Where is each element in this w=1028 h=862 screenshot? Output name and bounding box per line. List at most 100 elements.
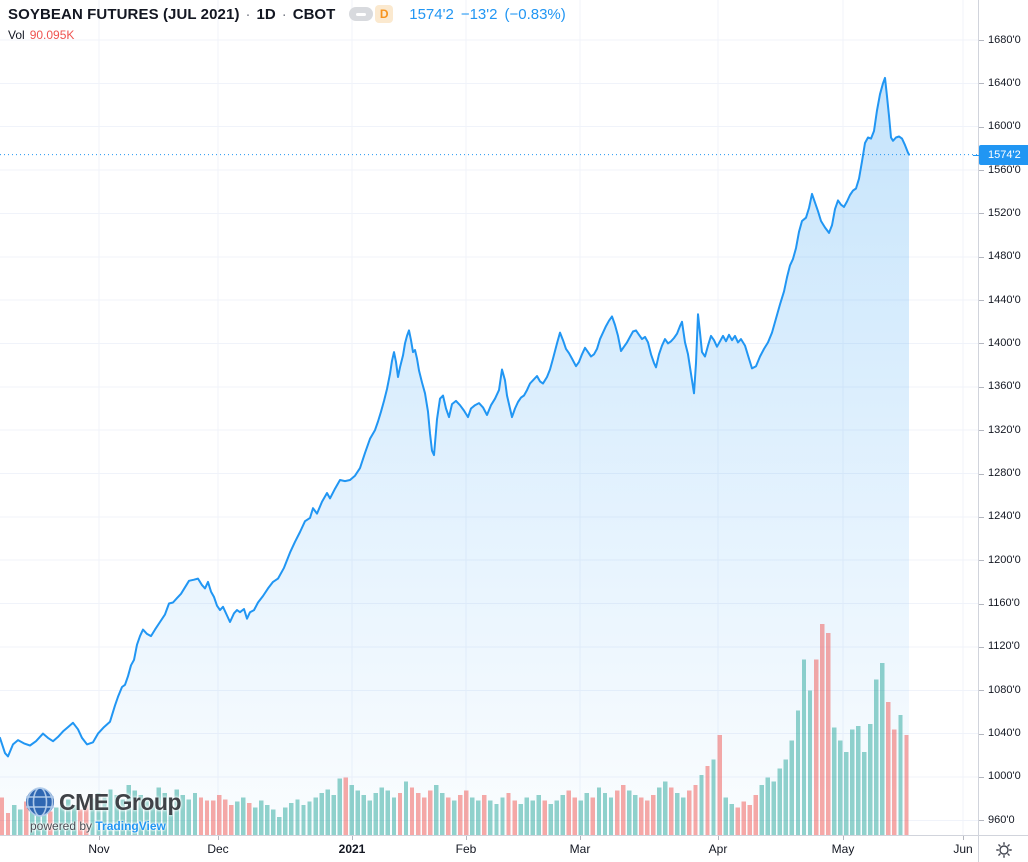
price-tick-label: 1360'0	[988, 380, 1021, 393]
chart-legend: SOYBEAN FUTURES (JUL 2021) · 1D · CBOT D…	[8, 4, 566, 43]
price-tick-mark	[979, 776, 984, 778]
volume-bar	[500, 797, 505, 835]
volume-bar	[391, 797, 397, 835]
powered-by-text: powered by	[30, 819, 93, 833]
time-tick-label: Apr	[708, 842, 728, 856]
market-status-pill[interactable]: D	[349, 5, 394, 23]
volume-bar	[765, 777, 770, 835]
volume-bar	[819, 624, 825, 835]
volume-bar	[144, 797, 149, 835]
volume-bar	[162, 792, 167, 835]
volume-bar	[120, 799, 125, 835]
volume-bar	[554, 800, 559, 835]
volume-bar	[446, 797, 451, 835]
volume-bar	[639, 797, 644, 835]
time-tick-label: Nov	[88, 842, 110, 856]
volume-bar	[96, 792, 101, 835]
volume-bar	[476, 800, 481, 835]
price-tick-mark	[979, 256, 984, 258]
volume-bar	[403, 781, 409, 835]
volume-bar	[138, 795, 143, 835]
area-fill	[0, 77, 909, 835]
volume-bar	[126, 785, 131, 835]
volume-bar	[427, 790, 433, 835]
time-tick-label: Feb	[455, 842, 477, 856]
volume-bar	[572, 797, 577, 835]
volume-bar	[367, 800, 372, 835]
price-tick-label: 1120'0	[988, 640, 1020, 653]
volume-bar	[373, 792, 379, 835]
volume-bar	[747, 805, 752, 835]
volume-bar	[663, 781, 668, 835]
volume-bar	[228, 805, 234, 835]
time-tick-mark	[352, 836, 353, 840]
price-tick-mark	[979, 603, 984, 605]
volume-bar	[343, 777, 348, 835]
last-price-badge: 1574'2	[973, 144, 1028, 165]
volume-bar	[626, 790, 632, 835]
time-axis[interactable]: Nov Dec 2021 Feb Mar Apr May Jun	[0, 835, 978, 862]
volume-bar	[325, 789, 330, 835]
exchange-label: CBOT	[292, 5, 336, 23]
volume-bar	[880, 663, 885, 835]
volume-bar	[584, 792, 590, 835]
volume-bar	[874, 679, 879, 835]
volume-bar	[844, 751, 849, 835]
volume-bar	[632, 795, 638, 835]
volume-bar	[675, 792, 680, 835]
volume-bar	[5, 812, 11, 835]
volume-bar	[48, 811, 53, 835]
sun-settings-icon	[996, 841, 1012, 858]
volume-bar	[72, 805, 77, 835]
price-change-percent: (−0.83%)	[504, 5, 566, 23]
price-tick-label: 1560'0	[988, 163, 1021, 176]
volume-bar	[271, 809, 276, 835]
volume-bar	[596, 787, 602, 835]
volume-bar	[409, 787, 415, 835]
volume-bar	[132, 790, 137, 835]
volume-bar	[777, 768, 783, 835]
volume-bar	[898, 715, 903, 835]
volume-bar	[440, 792, 445, 835]
volume-bar	[421, 797, 427, 835]
volume-bar	[506, 792, 511, 835]
price-chart-pane[interactable]	[0, 0, 978, 835]
volume-bar	[759, 785, 764, 835]
price-tick-label: 1280'0	[988, 467, 1021, 479]
volume-bar	[259, 800, 264, 835]
volume-bar	[850, 729, 855, 835]
volume-bar	[705, 766, 710, 835]
tradingview-link[interactable]: TradingView	[95, 819, 166, 833]
volume-bar	[542, 800, 547, 835]
volume-bar	[566, 790, 571, 835]
volume-bar	[60, 805, 65, 835]
price-axis[interactable]: 1680'0 1640'0 1600'0 1560'0 1520'0 1480'0 1440…	[973, 0, 1028, 835]
volume-bar	[216, 795, 222, 835]
cme-globe-icon	[26, 787, 54, 817]
volume-bar	[23, 801, 29, 835]
price-tick-mark	[979, 300, 984, 302]
volume-bar	[108, 789, 113, 835]
volume-bar	[560, 795, 565, 835]
volume-bar	[807, 690, 813, 835]
volume-bar	[711, 759, 716, 835]
volume-bar	[247, 802, 252, 835]
price-tick-label: 1240'0	[988, 510, 1021, 523]
axis-settings-button[interactable]	[978, 835, 1028, 862]
volume-bar	[0, 797, 5, 835]
volume-bar	[783, 759, 789, 835]
volume-bar	[536, 795, 541, 835]
volume-bar	[11, 805, 17, 835]
volume-bar	[795, 710, 801, 835]
volume-bar	[470, 797, 475, 835]
volume-bar	[222, 799, 228, 835]
volume-bar	[168, 797, 173, 835]
price-tick-mark	[979, 820, 984, 822]
price-tick-mark	[979, 386, 984, 388]
price-line	[0, 76, 910, 758]
volume-bar	[868, 724, 873, 835]
cme-group-logo[interactable]: CME Group	[24, 786, 182, 818]
separator-dot: ·	[245, 5, 251, 23]
volume-bar	[512, 800, 517, 835]
volume-bar	[813, 659, 819, 835]
